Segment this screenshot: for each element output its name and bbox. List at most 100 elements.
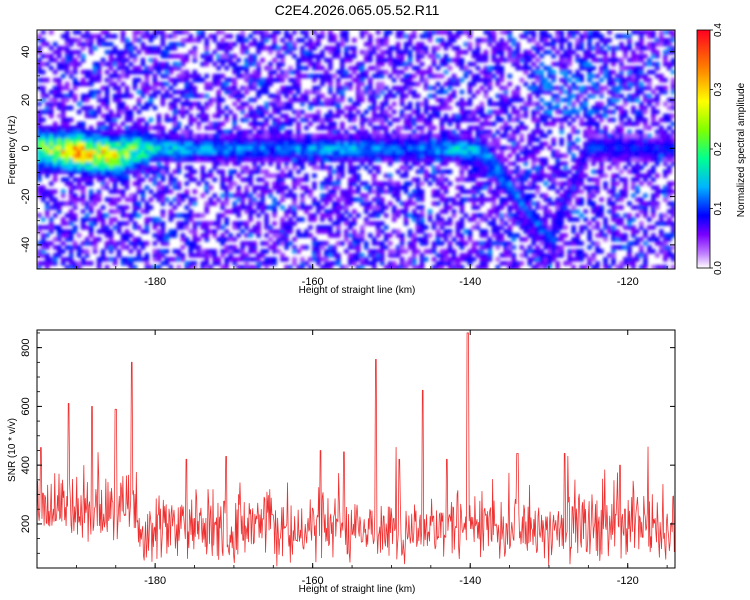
spectrogram-cell (88, 133, 94, 139)
spectrogram-cell (108, 257, 114, 262)
spectrogram-cell (260, 149, 265, 155)
spectrogram-cell (551, 253, 556, 258)
spectrogram-cell (168, 149, 174, 155)
spectrogram-cell (156, 89, 162, 95)
spectrogram-cell (391, 213, 397, 218)
spectrogram-cell (375, 201, 381, 206)
spectrogram-cell (220, 181, 226, 186)
spectrogram-cell (403, 157, 409, 163)
spectrogram-cell (507, 49, 513, 55)
spectrogram-cell (204, 185, 210, 190)
spectrogram-cell (363, 53, 369, 59)
spectrogram-cell (44, 77, 50, 83)
spectrogram-cell (272, 153, 277, 159)
spectrogram-cell (336, 209, 341, 214)
spectrogram-cell (352, 241, 357, 246)
spectrogram-cell (312, 101, 317, 107)
spectrogram-cell (48, 157, 54, 163)
spectrogram-cell (196, 145, 202, 151)
spectrogram-cell (88, 261, 94, 266)
spectrogram-cell (455, 33, 461, 39)
spectrogram-cell (248, 181, 253, 186)
spectrogram-cell (543, 101, 548, 107)
spectrogram-cell (312, 113, 317, 119)
spectrogram-cell (344, 197, 349, 202)
spectrogram-cell (284, 237, 289, 242)
spectrogram-cell (204, 201, 210, 206)
spectrogram-cell (328, 45, 333, 51)
spectrogram-cell (208, 185, 214, 190)
spectrogram-cell (527, 197, 533, 202)
spectrogram-cell (264, 133, 269, 139)
spectrogram-cell (407, 85, 413, 91)
spectrogram-cell (459, 105, 465, 111)
spectrogram-cell (523, 221, 529, 226)
spectrogram-cell (204, 233, 210, 238)
spectrogram-cell (80, 197, 86, 202)
spectrogram-cell (407, 149, 413, 155)
spectrogram-cell (519, 217, 525, 222)
spectrogram-cell (356, 81, 361, 87)
spectrogram-cell (100, 41, 106, 47)
spectrogram-cell (68, 89, 74, 95)
spectrogram-cell (100, 161, 106, 167)
spectrogram-cell (136, 89, 142, 95)
spectrogram-cell (116, 97, 122, 103)
spectrogram-cell (68, 233, 74, 238)
spectrogram-cell (72, 225, 78, 230)
spectrogram-cell (92, 73, 98, 79)
spectrogram-cell (228, 141, 233, 147)
spectrogram-cell (52, 205, 58, 210)
spectrogram-cell (288, 193, 293, 198)
spectrogram-cell (48, 125, 54, 131)
spectrogram-cell (467, 257, 473, 262)
spectrogram-cell (68, 105, 74, 111)
spectrogram-cell (515, 233, 521, 238)
spectrogram-cell (407, 113, 413, 119)
spectrogram-cell (348, 233, 353, 238)
spectrogram-cell (387, 241, 393, 246)
spectrogram-cell (567, 33, 572, 39)
spectrogram-cell (423, 81, 429, 87)
spectrogram-cell (415, 93, 421, 99)
spectrogram-cell (252, 225, 257, 230)
spectrogram-cell (407, 241, 413, 246)
spectrogram-cell (523, 113, 529, 119)
spectrogram-cell (531, 145, 537, 151)
spectrogram-cell (371, 221, 377, 226)
spectrogram-cell (204, 41, 210, 47)
spectrogram-cell (403, 201, 409, 206)
spectrogram-cell (543, 41, 548, 47)
spectrogram-cell (240, 117, 245, 123)
spectrogram-cell (180, 245, 186, 250)
spectrogram-cell (459, 197, 465, 202)
spectrogram-cell (268, 141, 273, 147)
spectrogram-cell (40, 61, 46, 67)
spectrogram-cell (256, 45, 261, 51)
spectrogram-cell (168, 189, 174, 194)
spectrogram-cell (64, 45, 70, 51)
spectrogram-cell (52, 153, 58, 159)
spectrogram-cell (499, 241, 505, 246)
spectrogram-cell (128, 233, 134, 238)
spectrogram-cell (316, 85, 321, 91)
spectrogram-cell (543, 181, 548, 186)
spectrogram-cell (96, 217, 102, 222)
spectrogram-cell (208, 153, 214, 159)
spectrogram-cell (172, 101, 178, 107)
spectrogram-cell (431, 141, 437, 147)
spectrogram-cell (216, 109, 222, 115)
spectrogram-cell (196, 93, 202, 99)
spectrogram-cell (379, 109, 385, 115)
spectrogram-cell (439, 61, 445, 67)
spectrogram-cell (132, 141, 138, 147)
spectrogram-cell (563, 153, 568, 159)
spectrogram-cell (52, 89, 58, 95)
spectrogram-cell (268, 129, 273, 135)
spectrogram-cell (272, 181, 277, 186)
spectrogram-cell (439, 89, 445, 95)
spectrogram-cell (415, 265, 421, 269)
spectrogram-cell (543, 49, 548, 55)
spectrogram-cell (415, 65, 421, 71)
spectrogram-cell (399, 257, 405, 262)
